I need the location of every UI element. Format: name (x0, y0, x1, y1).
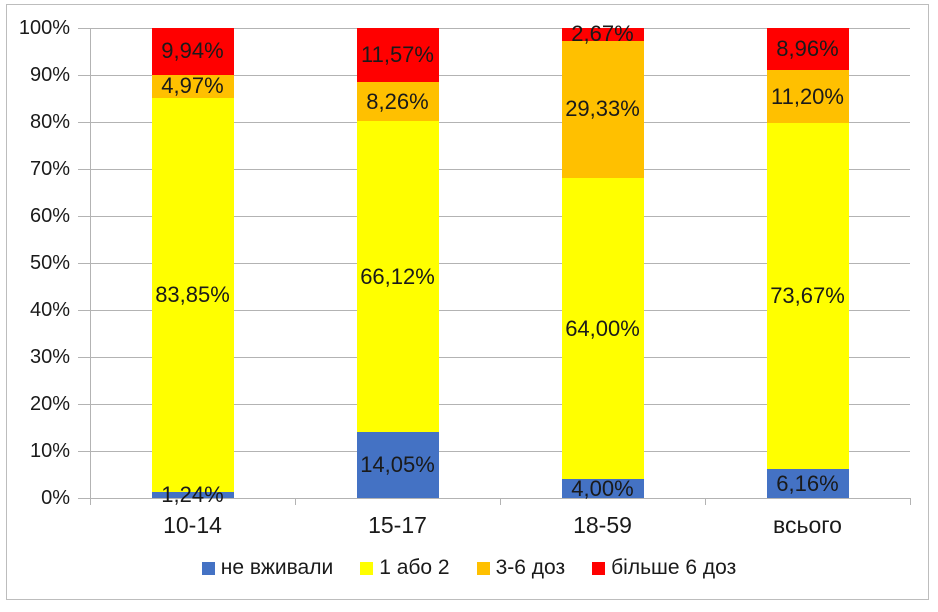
y-axis-tick-label: 60% (29, 205, 70, 227)
legend: не вживали 1 або 2 3-6 доз більше 6 доз (0, 556, 938, 580)
data-label: 8,96% (776, 36, 839, 62)
legend-swatch (360, 561, 374, 575)
y-axis-tick-label: 20% (29, 393, 70, 415)
gridline (78, 357, 910, 358)
y-axis-tick-label: 0% (41, 487, 70, 509)
y-axis-tick-label: 50% (29, 252, 70, 274)
bar-segment: 9,94% (151, 28, 234, 75)
legend-swatch (592, 561, 606, 575)
stacked-bar: 6,16% 73,67% 11,20% 8,96% (766, 28, 849, 498)
gridline (78, 310, 910, 311)
y-axis-tick-label: 10% (29, 440, 70, 462)
x-axis-tick (295, 498, 296, 505)
gridline (78, 263, 910, 264)
x-axis-tick (90, 498, 91, 505)
bar-segment: 4,00% (561, 475, 644, 501)
legend-label: не вживали (220, 556, 334, 579)
gridline (78, 75, 910, 76)
y-axis-tick-label: 80% (29, 111, 70, 133)
legend-item: 3-6 доз (476, 556, 566, 580)
legend-item: більше 6 доз (592, 556, 736, 580)
gridline (78, 216, 910, 217)
bar-segment: 73,67% (766, 122, 849, 470)
data-label: 83,85% (155, 282, 230, 308)
category-label: 18-59 (573, 512, 632, 538)
gridline (78, 169, 910, 170)
bar-segment: 83,85% (151, 98, 234, 493)
bar-segment: 29,33% (561, 40, 644, 179)
y-axis-line (90, 28, 91, 505)
data-label: 64,00% (565, 315, 640, 341)
x-axis-tick (500, 498, 501, 505)
y-axis-tick-label: 40% (29, 299, 70, 321)
bar-segment: 66,12% (356, 121, 439, 432)
bar-segment: 8,96% (766, 28, 849, 71)
data-label: 29,33% (565, 96, 640, 122)
data-label: 1,24% (161, 482, 224, 508)
legend-label: більше 6 доз (611, 556, 737, 579)
data-label: 14,05% (360, 451, 435, 477)
data-label: 4,00% (571, 475, 634, 501)
x-axis-tick (910, 498, 911, 505)
data-label: 6,16% (776, 470, 839, 496)
gridline (78, 28, 910, 29)
legend-label: 1 або 2 (379, 556, 450, 579)
bar-segment: 11,57% (356, 28, 439, 83)
data-label: 4,97% (161, 73, 224, 99)
gridline (78, 498, 910, 499)
bar-segment: 8,26% (356, 82, 439, 122)
bar-segment: 4,97% (151, 73, 234, 99)
bar-segment: 6,16% (766, 469, 849, 498)
legend-item: не вживали (201, 556, 334, 580)
legend-label: 3-6 доз (495, 556, 566, 579)
category-label: всього (773, 512, 842, 538)
y-axis-tick-label: 90% (29, 64, 70, 86)
data-label: 11,20% (771, 83, 844, 109)
stacked-bar: 1,24% 83,85% 4,97% 9,94% (151, 28, 234, 506)
y-axis-tick-label: 30% (29, 346, 70, 368)
data-label: 2,67% (571, 21, 634, 47)
y-axis-tick-label: 100% (18, 17, 70, 39)
bar-segment: 2,67% (561, 23, 644, 45)
legend-swatch (201, 561, 215, 575)
y-axis-tick-label: 70% (29, 158, 70, 180)
data-label: 73,67% (770, 282, 845, 308)
legend-swatch (476, 561, 490, 575)
gridline (78, 122, 910, 123)
data-label: 8,26% (366, 88, 429, 114)
gridline (78, 451, 910, 452)
data-label: 9,94% (161, 38, 224, 64)
bar-segment: 14,05% (356, 431, 439, 498)
stacked-bar: 4,00% 64,00% 29,33% 2,67% (561, 23, 644, 501)
bar-segment: 64,00% (561, 178, 644, 480)
x-axis-tick (705, 498, 706, 505)
plot-area: 1,24% 83,85% 4,97% 9,94% 14,05% 66,12% 8,26% 11… (78, 23, 910, 506)
data-label: 11,57% (361, 42, 434, 68)
category-label: 10-14 (163, 512, 222, 538)
stacked-bar: 14,05% 66,12% 8,26% 11,57% (356, 28, 439, 498)
legend-item: 1 або 2 (360, 556, 450, 580)
data-label: 66,12% (360, 263, 435, 289)
category-label: 15-17 (368, 512, 427, 538)
bar-segment: 11,20% (766, 70, 849, 123)
bar-segment: 1,24% (151, 484, 234, 506)
gridline (78, 404, 910, 405)
